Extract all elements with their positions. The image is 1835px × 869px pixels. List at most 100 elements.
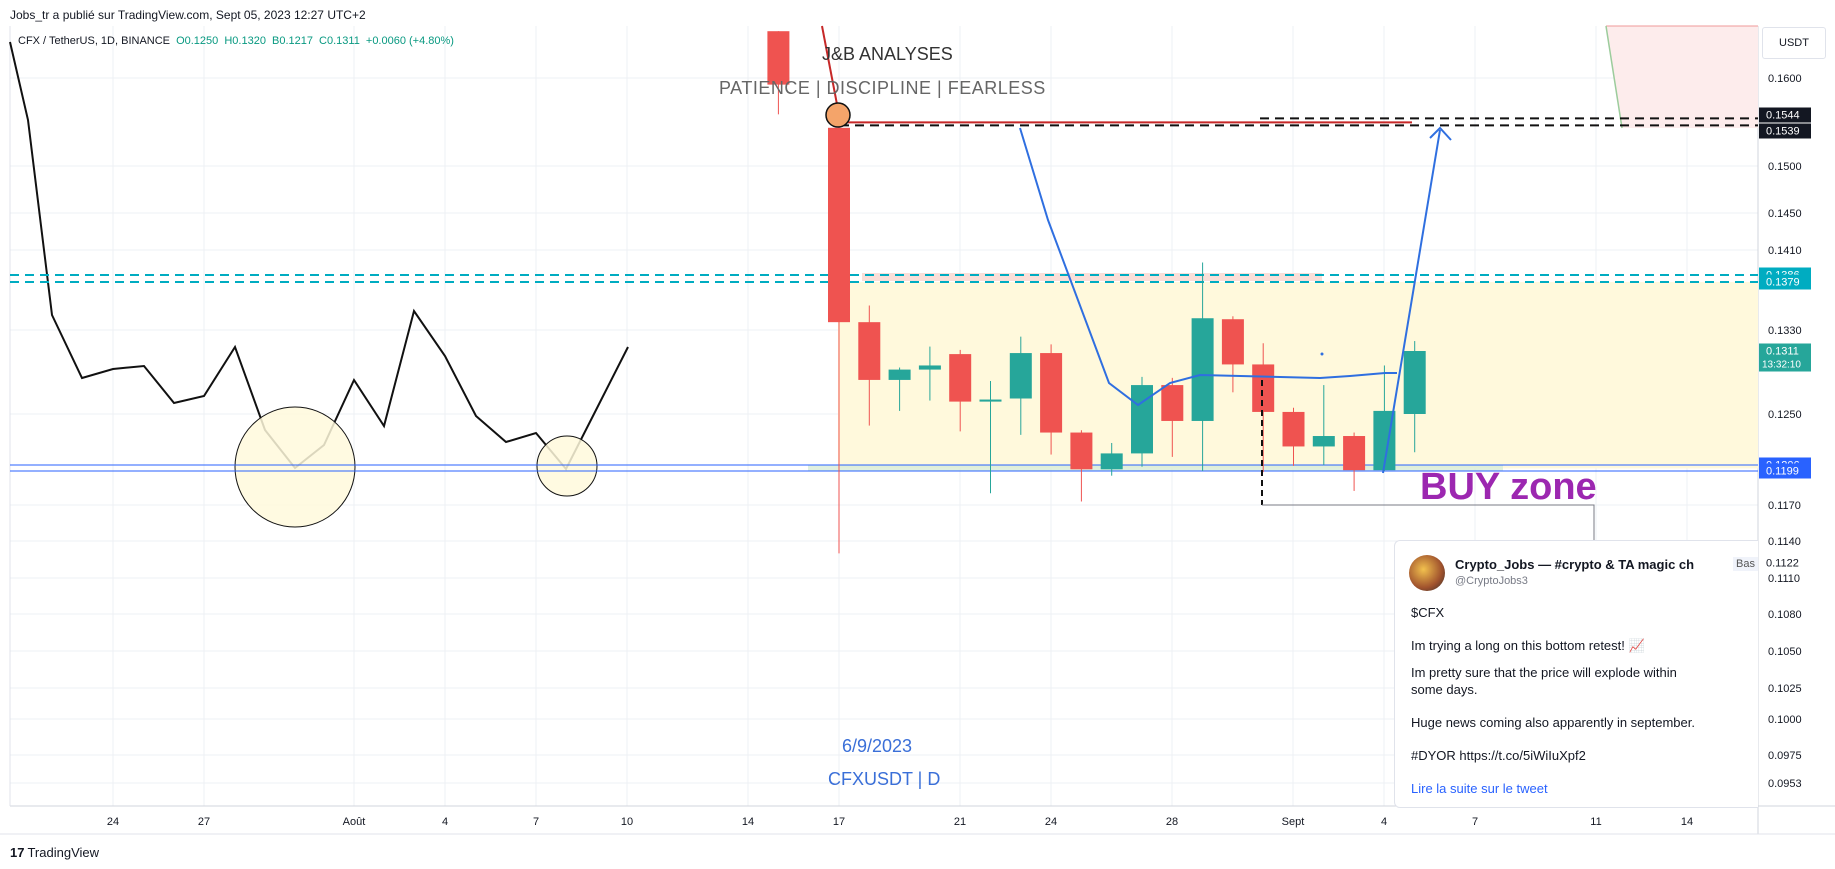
candle-body (1100, 453, 1123, 470)
candle (1403, 341, 1426, 453)
candle (918, 346, 941, 401)
close-value: C0.1311 (319, 35, 360, 47)
price-label-text: 0.1199 (1766, 466, 1799, 478)
buy-zone-box (1262, 504, 1595, 540)
target-zone (1606, 26, 1758, 128)
tweet-line: $CFX (1411, 605, 1445, 620)
candle-body (828, 127, 850, 323)
x-tick-label: 4 (1381, 816, 1387, 828)
x-tick-label: 28 (1166, 816, 1178, 828)
comparison-line (9, 41, 629, 471)
low-value: B0.1217 (272, 35, 313, 47)
buy-zone-label: BUY zone (1420, 466, 1597, 508)
y-tick-label: 0.1330 (1768, 325, 1802, 337)
price-label-box (1759, 343, 1811, 372)
candle (1161, 377, 1184, 457)
candle-body (1040, 353, 1063, 433)
candle-body (888, 369, 911, 380)
price-label-text: 0.1379 (1766, 277, 1800, 289)
x-tick-label: 27 (198, 816, 210, 828)
candle (1070, 430, 1093, 502)
candle (1009, 336, 1032, 435)
candle (858, 305, 881, 426)
y-tick-label: 0.1050 (1768, 646, 1802, 658)
change-value: +0.0060 (+4.80%) (365, 35, 454, 47)
candle-body (1131, 385, 1153, 454)
y-tick-label: 0.0953 (1768, 778, 1802, 790)
tradingview-logo[interactable]: 17 TradingView (10, 845, 99, 860)
candle (979, 380, 1002, 494)
y-tick-label: 0.0975 (1768, 750, 1802, 762)
candle (828, 111, 850, 554)
projection-dot (1320, 352, 1324, 356)
open-value: O0.1250 (176, 35, 219, 47)
candle-body (1312, 436, 1335, 447)
y-tick-label: 0.1410 (1768, 245, 1802, 257)
price-label-text: 0.1539 (1766, 126, 1800, 138)
tweet-author: Crypto_Jobs — #crypto & TA magic ch (1455, 557, 1695, 572)
avatar (1409, 555, 1445, 591)
y-tick-label: 0.1140 (1768, 536, 1801, 548)
x-tick-label: Sept (1282, 816, 1305, 828)
tweet-handle: @CryptoJobs3 (1455, 575, 1528, 587)
candle (1100, 442, 1123, 476)
price-label-text: 0.1311 (1766, 346, 1799, 358)
x-tick-label: 14 (742, 816, 754, 828)
candle (949, 349, 972, 432)
symbol-label[interactable]: CFX / TetherUS, 1D, BINANCE (18, 35, 171, 47)
candle-body (918, 365, 941, 370)
candle (1191, 262, 1214, 471)
candle (1131, 376, 1153, 467)
price-label-box (1759, 107, 1811, 123)
price-label-countdown: 13:32:10 (1762, 360, 1801, 371)
x-tick-label: 11 (1590, 816, 1601, 828)
candle (1312, 385, 1335, 465)
candle (1282, 407, 1305, 466)
price-label-text: 0.1122 (1766, 558, 1799, 570)
projection-arrowhead (1429, 126, 1452, 141)
candle-body (1221, 319, 1244, 365)
watermark-title: J&B ANALYSES (822, 44, 953, 64)
tweet-line: Huge news coming also apparently in sept… (1411, 715, 1695, 730)
watermark-date: 6/9/2023 (842, 736, 913, 756)
y-tick-label: 0.1170 (1768, 500, 1801, 512)
y-tick-label: 0.1000 (1768, 714, 1802, 726)
currency-button[interactable]: USDT (1762, 27, 1826, 59)
price-label-text: 0.1544 (1766, 110, 1800, 122)
candle-body (979, 399, 1002, 402)
projection-arrow-line (1382, 129, 1441, 474)
x-tick-label: 7 (533, 816, 539, 828)
tweet-line: some days. (1411, 682, 1478, 697)
x-tick-label: 7 (1472, 816, 1478, 828)
x-tick-label: Août (343, 816, 366, 828)
retest-circle-large (234, 406, 356, 528)
candle-body (1191, 318, 1214, 421)
y-tick-label: 0.1025 (1768, 683, 1802, 695)
candle (767, 31, 790, 115)
price-label-box (1759, 555, 1811, 571)
candle (888, 367, 911, 411)
candle-body (1009, 353, 1032, 399)
x-tick-label: 4 (442, 816, 448, 828)
high-value: H0.1320 (224, 35, 266, 47)
ohlc-legend: CFX / TetherUS, 1D, BINANCE O0.1250 H0.1… (18, 35, 457, 47)
tweet-card[interactable]: Crypto_Jobs — #crypto & TA magic ch @Cry… (1394, 540, 1758, 808)
candle (1221, 316, 1244, 393)
y-tick-label: 0.1110 (1768, 573, 1800, 585)
tweet-link[interactable]: Lire la suite sur le tweet (1411, 781, 1548, 796)
tweet-line: #DYOR https://t.co/5iWiIuXpf2 (1411, 748, 1586, 763)
publish-credit: Jobs_tr a publié sur TradingView.com, Se… (10, 8, 366, 22)
logo-text: TradingView (27, 845, 100, 860)
resistance-highlight (862, 273, 1322, 281)
candle-body (1403, 351, 1426, 414)
x-tick-label: 24 (1045, 816, 1057, 828)
x-tick-label: 17 (833, 816, 845, 828)
tweet-line: Im trying a long on this bottom retest! … (1411, 638, 1645, 653)
retest-circle-small (536, 435, 598, 497)
candle-body (1343, 436, 1366, 471)
watermark-subtitle: PATIENCE | DISCIPLINE | FEARLESS (719, 78, 1046, 98)
candle (1040, 344, 1063, 455)
y-tick-label: 0.1080 (1768, 609, 1802, 621)
price-label-box (1759, 123, 1811, 139)
y-tick-label: 0.1250 (1768, 409, 1802, 421)
